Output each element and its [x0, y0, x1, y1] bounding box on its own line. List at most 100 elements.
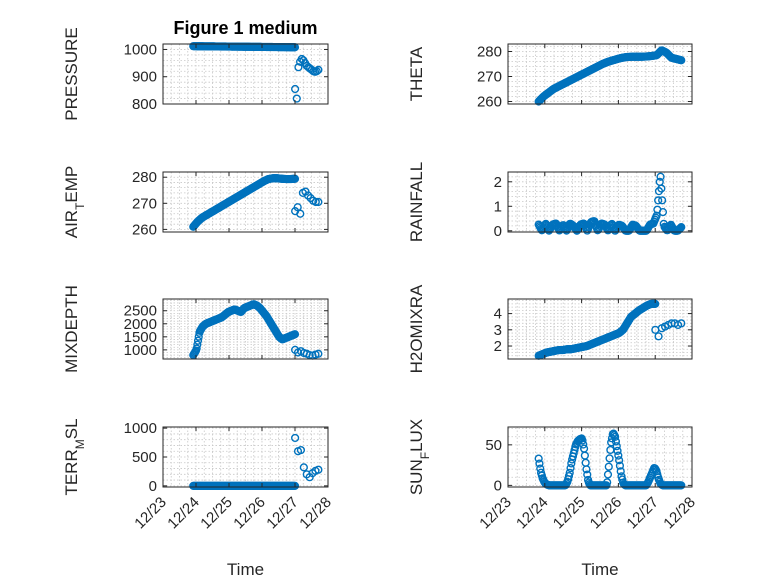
y-tick-label: 2000: [124, 316, 157, 333]
axes-box: [507, 426, 693, 488]
subplot-2: 260 270 280 THETA: [407, 43, 693, 111]
y-tick-label: 50: [485, 437, 502, 454]
axis-label: H2OMIXRA: [407, 284, 426, 373]
data-point: [292, 94, 301, 103]
data-point: [676, 223, 685, 233]
y-tick-label: 260: [477, 94, 502, 111]
data-point: [565, 468, 574, 477]
data-point: [193, 340, 202, 349]
data-point: [677, 223, 686, 232]
x-tick-label: 12/23: [131, 494, 170, 533]
y-tick-label: 900: [132, 69, 157, 86]
data-point: [578, 436, 587, 445]
data-point: [677, 319, 686, 328]
data-point: [603, 478, 612, 487]
data-point: [299, 463, 308, 472]
axes-box: [507, 171, 693, 233]
y-tick-label: 4: [494, 306, 502, 323]
x-tick-label: 12/26: [587, 494, 626, 533]
axis-label: THETA: [407, 46, 426, 101]
data-point: [611, 437, 621, 446]
data-point: [314, 349, 323, 358]
x-axis-label: Time: [581, 560, 618, 579]
x-tick-label: 12/28: [660, 494, 699, 533]
data-point: [612, 442, 621, 451]
data-point: [603, 470, 613, 479]
data-point: [656, 172, 665, 181]
y-tick-label: 2: [494, 174, 502, 191]
y-tick-label: 280: [477, 44, 502, 61]
data-point: [614, 451, 623, 460]
data-point: [303, 191, 313, 200]
data-point: [658, 196, 667, 205]
y-tick-label: 270: [132, 195, 157, 212]
x-tick-label: 12/24: [164, 494, 203, 533]
x-tick-label: 12/27: [623, 494, 662, 533]
axis-label: TERRMSL: [62, 418, 87, 495]
x-tick-label: 12/26: [230, 494, 269, 533]
x-tick-label: 12/25: [197, 494, 236, 533]
axes-box: [507, 298, 693, 360]
figure-title: Figure 1 medium: [173, 18, 317, 38]
axes-box: [162, 171, 329, 233]
axis-label: RAINFALL: [407, 162, 426, 242]
data-point: [605, 454, 614, 463]
data-point: [674, 225, 683, 234]
data-point: [534, 454, 543, 463]
data-point: [314, 465, 323, 474]
subplot-4: 0 1 2 RAINFALL: [407, 162, 693, 242]
y-tick-label: 1000: [124, 420, 157, 437]
plot-area: [163, 44, 328, 104]
data-point: [312, 67, 321, 76]
y-tick-label: 270: [477, 69, 502, 86]
data-point: [616, 467, 625, 476]
data-point: [296, 445, 306, 455]
data-point: [677, 481, 686, 490]
y-tick-label: 0: [149, 478, 157, 495]
data-point: [658, 207, 668, 217]
x-tick-label: 12/28: [296, 494, 335, 533]
y-tick-label: 0: [494, 477, 502, 494]
axis-label: MIXDEPTH: [62, 285, 81, 373]
data-point: [306, 193, 315, 203]
data-point: [314, 65, 323, 75]
data-point: [290, 330, 300, 339]
axes-box: [162, 298, 329, 360]
data-point: [615, 456, 624, 465]
y-tick-label: 1500: [124, 329, 157, 346]
axis-label: PRESSURE: [62, 27, 81, 121]
y-tick-label: 2: [494, 338, 502, 355]
x-axis-label: Time: [227, 560, 264, 579]
axes-box: [507, 43, 693, 105]
y-tick-label: 3: [494, 322, 502, 339]
data-point: [615, 461, 625, 470]
subplot-1: 800 900 1000 PRESSURE Figure 1 medium: [62, 18, 329, 121]
data-point: [613, 446, 622, 455]
subplot-3: 260 270 280 AIRTEMP: [62, 166, 329, 238]
data-point: [579, 440, 588, 449]
data-point: [564, 471, 574, 481]
x-tick-label: 12/24: [513, 494, 552, 533]
data-point: [291, 84, 300, 94]
data-point: [583, 470, 592, 479]
axis-label: SUNFLUX: [407, 419, 432, 495]
data-point: [294, 63, 303, 72]
y-tick-label: 0: [494, 223, 502, 240]
data-point: [311, 197, 320, 207]
y-tick-label: 2500: [124, 303, 157, 320]
y-tick-label: 280: [132, 169, 157, 186]
y-tick-label: 1000: [124, 41, 157, 58]
data-point: [654, 196, 663, 205]
y-tick-label: 260: [132, 221, 157, 238]
y-tick-label: 500: [132, 449, 157, 466]
data-point: [607, 438, 616, 447]
data-point: [535, 459, 544, 468]
data-point: [296, 209, 305, 218]
data-point: [314, 197, 323, 207]
axes-box: [162, 43, 329, 105]
data-point: [291, 433, 300, 443]
